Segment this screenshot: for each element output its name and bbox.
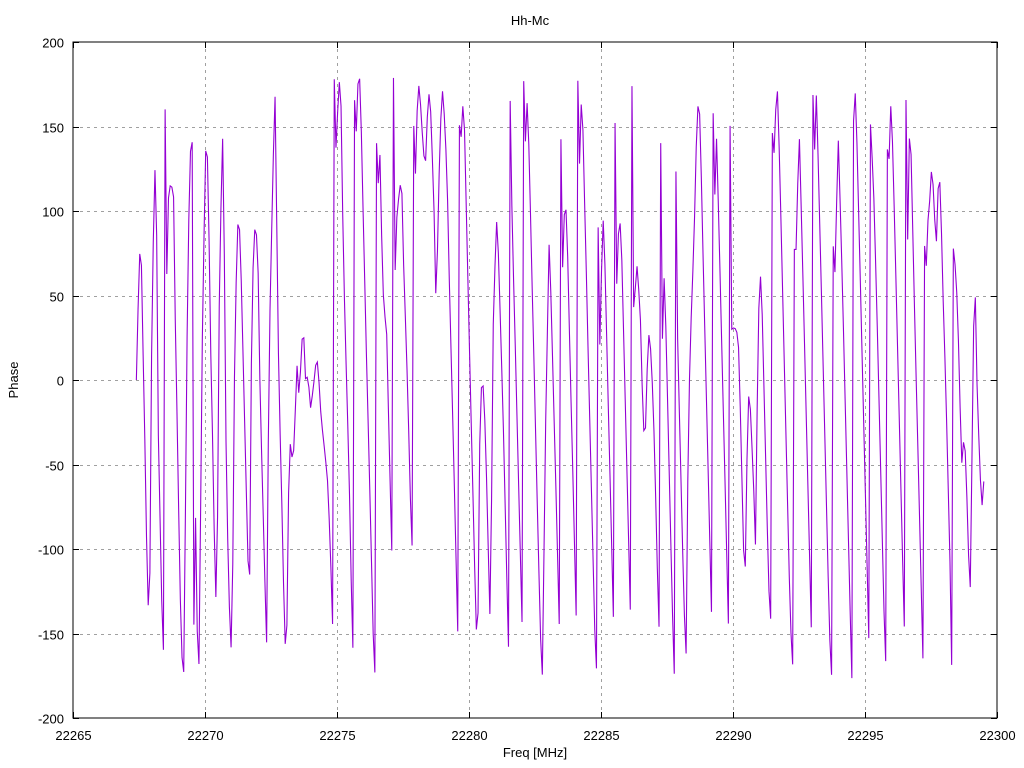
- chart-title: Hh-Mc: [511, 13, 550, 28]
- y-tick-labels: -200 -150 -100 -50 0 50 100 150 200: [38, 36, 64, 727]
- x-tick-labels: 22265 22270 22275 22280 22285 22290 22295 22300: [55, 728, 1015, 743]
- x-tick-label: 22265: [55, 728, 91, 743]
- y-tick-label: 50: [50, 290, 64, 305]
- data-series-group: [135, 77, 985, 679]
- y-tick-label: 150: [42, 121, 64, 136]
- plot-area-border: [72, 41, 998, 719]
- y-tick-label: 200: [42, 36, 64, 51]
- y-tick-label: -100: [38, 543, 64, 558]
- x-tick-label: 22270: [187, 728, 223, 743]
- x-tick-label: 22280: [451, 728, 487, 743]
- x-tick-label: 22290: [715, 728, 751, 743]
- y-tick-label: 0: [57, 374, 64, 389]
- y-tick-label: -150: [38, 628, 64, 643]
- y-axis-label: Phase: [6, 362, 21, 399]
- y-tick-label: 100: [42, 205, 64, 220]
- x-tick-label: 22275: [319, 728, 355, 743]
- data-series-line: [135, 77, 985, 679]
- y-tick-label: -200: [38, 712, 64, 727]
- x-tick-label: 22295: [847, 728, 883, 743]
- x-axis-label: Freq [MHz]: [503, 745, 567, 760]
- x-tick-label: 22300: [979, 728, 1015, 743]
- x-tick-label: 22285: [583, 728, 619, 743]
- y-tick-label: -50: [45, 459, 64, 474]
